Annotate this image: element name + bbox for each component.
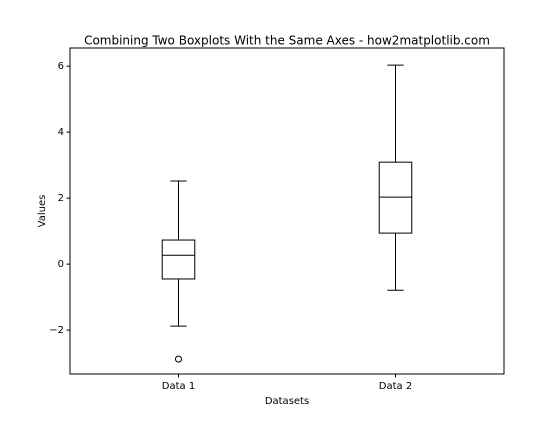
box [161,239,196,280]
y-tick-label: 4 [58,127,64,138]
x-axis-label: Datasets [265,396,309,407]
outlier [175,355,182,363]
y-axis-label: Values [37,195,48,228]
x-tick-label: Data 1 [162,381,195,392]
x-tick-label: Data 2 [379,381,412,392]
y-tick-label: −2 [49,325,64,336]
plot-frame [69,47,505,375]
y-tick-label: 6 [58,61,64,72]
y-tick-label: 0 [58,259,64,270]
chart-title: Combining Two Boxplots With the Same Axe… [84,34,490,48]
y-tick-label: 2 [58,193,64,204]
